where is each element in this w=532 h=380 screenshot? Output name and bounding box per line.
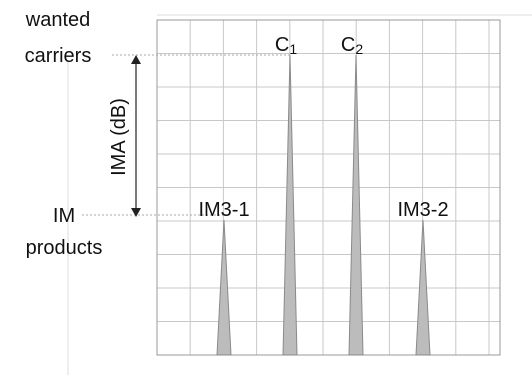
arrow-head [131,55,141,64]
grid [157,20,500,355]
grid-border [156,19,501,356]
peak [282,54,298,356]
peak-label-main: C [341,34,355,56]
label: wanted [25,9,91,31]
peak-label: C1 [275,34,297,57]
peak-label-sub: 2 [355,41,363,57]
label: IM [53,205,75,227]
peak-label: C2 [341,34,363,57]
peak [348,54,364,356]
label: carriers [25,45,92,67]
peak-label: IM3-2 [397,199,448,221]
arrow-head [131,208,141,217]
peak-label: IM3-1 [198,199,249,221]
peak [216,219,232,356]
peak-label-sub: 1 [289,41,297,57]
peak [415,219,431,356]
axis-label: IMA (dB) [108,98,130,176]
label: products [26,237,103,259]
peak-label-main: C [275,34,289,56]
